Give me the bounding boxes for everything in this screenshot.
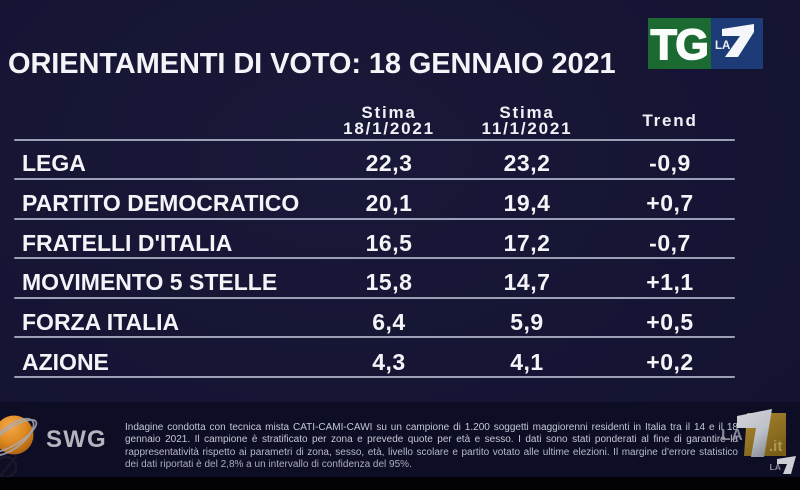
svg-text:LA: LA (721, 427, 744, 444)
svg-text:TG: TG (651, 21, 708, 69)
svg-text:LA: LA (715, 40, 730, 52)
svg-text:.it: .it (769, 438, 782, 455)
svg-text:LA: LA (770, 462, 781, 472)
svg-text:SWG: SWG (46, 426, 107, 453)
